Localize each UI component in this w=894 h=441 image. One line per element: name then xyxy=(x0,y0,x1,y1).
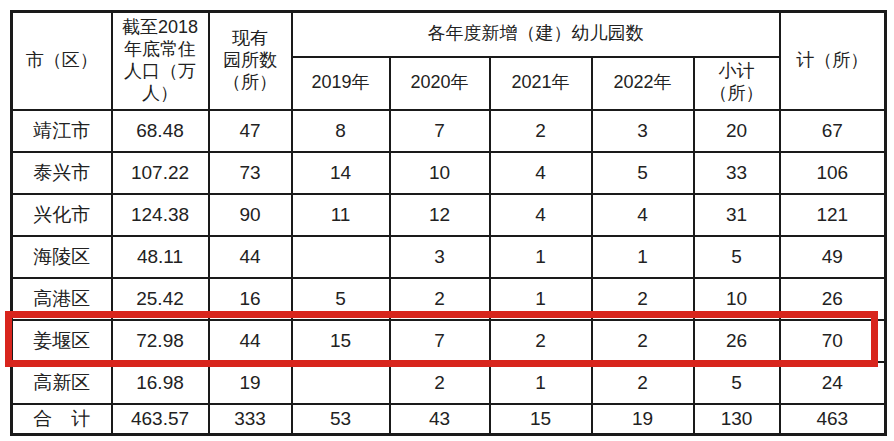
cell-2021: 2 xyxy=(490,320,592,362)
cell-2021: 4 xyxy=(490,152,592,194)
cell-2019: 14 xyxy=(292,152,390,194)
cell-existing: 44 xyxy=(209,236,292,278)
header-year-2019: 2019年 xyxy=(292,57,390,110)
cell-total: 26 xyxy=(780,278,886,320)
cell-2019: 53 xyxy=(292,404,390,435)
cell-city: 合 计 xyxy=(12,404,112,435)
header-row-1: 市（区） 截至2018 年底常住 人口（万 人） 现有 园所数 （所） 各年度新… xyxy=(12,12,886,57)
cell-2022: 4 xyxy=(592,194,694,236)
header-year-2021: 2021年 xyxy=(490,57,592,110)
cell-2022: 2 xyxy=(592,362,694,404)
cell-2019: 11 xyxy=(292,194,390,236)
cell-population: 72.98 xyxy=(112,320,209,362)
cell-2020: 2 xyxy=(390,278,490,320)
cell-2020: 7 xyxy=(390,320,490,362)
cell-total: 49 xyxy=(780,236,886,278)
cell-total: 106 xyxy=(780,152,886,194)
cell-2022: 2 xyxy=(592,320,694,362)
cell-city: 靖江市 xyxy=(12,110,112,152)
cell-2019 xyxy=(292,236,390,278)
header-yearly-new-group: 各年度新增（建）幼儿园数 xyxy=(292,12,780,57)
cell-city: 姜堰区 xyxy=(12,320,112,362)
table-row-grand-total: 合 计 463.57 333 53 43 15 19 130 463 xyxy=(12,404,886,435)
cell-2020: 43 xyxy=(390,404,490,435)
header-year-2022: 2022年 xyxy=(592,57,694,110)
cell-city: 高港区 xyxy=(12,278,112,320)
cell-population: 48.11 xyxy=(112,236,209,278)
cell-population: 107.22 xyxy=(112,152,209,194)
header-grand-total: 计（所） xyxy=(780,12,886,110)
cell-total: 24 xyxy=(780,362,886,404)
cell-population: 25.42 xyxy=(112,278,209,320)
cell-subtotal: 5 xyxy=(694,362,780,404)
cell-2021: 2 xyxy=(490,110,592,152)
cell-2021: 4 xyxy=(490,194,592,236)
cell-total: 70 xyxy=(780,320,886,362)
cell-2021: 1 xyxy=(490,278,592,320)
cell-population: 463.57 xyxy=(112,404,209,435)
table-row-jingjiang: 靖江市 68.48 47 8 7 2 3 20 67 xyxy=(12,110,886,152)
table-row-gaogang: 高港区 25.42 16 5 2 1 2 10 26 xyxy=(12,278,886,320)
header-subtotal: 小计 （所） xyxy=(694,57,780,110)
cell-subtotal: 26 xyxy=(694,320,780,362)
cell-existing: 73 xyxy=(209,152,292,194)
table-row-xinghua: 兴化市 124.38 90 11 12 4 4 31 121 xyxy=(12,194,886,236)
cell-2020: 10 xyxy=(390,152,490,194)
cell-subtotal: 10 xyxy=(694,278,780,320)
cell-existing: 44 xyxy=(209,320,292,362)
cell-city: 泰兴市 xyxy=(12,152,112,194)
cell-2022: 2 xyxy=(592,278,694,320)
table-row-hailing: 海陵区 48.11 44 3 1 1 5 49 xyxy=(12,236,886,278)
cell-2019: 15 xyxy=(292,320,390,362)
header-existing-kindergartens: 现有 园所数 （所） xyxy=(209,12,292,110)
cell-2022: 19 xyxy=(592,404,694,435)
cell-population: 124.38 xyxy=(112,194,209,236)
cell-2020: 12 xyxy=(390,194,490,236)
cell-population: 16.98 xyxy=(112,362,209,404)
cell-city: 高新区 xyxy=(12,362,112,404)
cell-total: 121 xyxy=(780,194,886,236)
cell-total: 463 xyxy=(780,404,886,435)
cell-total: 67 xyxy=(780,110,886,152)
cell-2020: 3 xyxy=(390,236,490,278)
cell-subtotal: 31 xyxy=(694,194,780,236)
cell-2019: 8 xyxy=(292,110,390,152)
cell-subtotal: 33 xyxy=(694,152,780,194)
kindergarten-stats-table: 市（区） 截至2018 年底常住 人口（万 人） 现有 园所数 （所） 各年度新… xyxy=(10,10,887,436)
page: 市（区） 截至2018 年底常住 人口（万 人） 现有 园所数 （所） 各年度新… xyxy=(0,0,894,441)
cell-2020: 7 xyxy=(390,110,490,152)
header-city: 市（区） xyxy=(12,12,112,110)
cell-subtotal: 5 xyxy=(694,236,780,278)
table-row-jiangyan-highlighted: 姜堰区 72.98 44 15 7 2 2 26 70 xyxy=(12,320,886,362)
header-year-2020: 2020年 xyxy=(390,57,490,110)
table-row-taixing: 泰兴市 107.22 73 14 10 4 5 33 106 xyxy=(12,152,886,194)
cell-existing: 16 xyxy=(209,278,292,320)
cell-city: 兴化市 xyxy=(12,194,112,236)
cell-subtotal: 20 xyxy=(694,110,780,152)
cell-existing: 19 xyxy=(209,362,292,404)
cell-2020: 2 xyxy=(390,362,490,404)
cell-existing: 90 xyxy=(209,194,292,236)
cell-2019 xyxy=(292,362,390,404)
cell-population: 68.48 xyxy=(112,110,209,152)
cell-2022: 3 xyxy=(592,110,694,152)
cell-city: 海陵区 xyxy=(12,236,112,278)
cell-existing: 47 xyxy=(209,110,292,152)
cell-2021: 1 xyxy=(490,236,592,278)
table-row-gaoxin: 高新区 16.98 19 2 1 2 5 24 xyxy=(12,362,886,404)
cell-subtotal: 130 xyxy=(694,404,780,435)
cell-2021: 15 xyxy=(490,404,592,435)
cell-2022: 1 xyxy=(592,236,694,278)
cell-2022: 5 xyxy=(592,152,694,194)
cell-2021: 1 xyxy=(490,362,592,404)
header-population-2018: 截至2018 年底常住 人口（万 人） xyxy=(112,12,209,110)
cell-2019: 5 xyxy=(292,278,390,320)
cell-existing: 333 xyxy=(209,404,292,435)
